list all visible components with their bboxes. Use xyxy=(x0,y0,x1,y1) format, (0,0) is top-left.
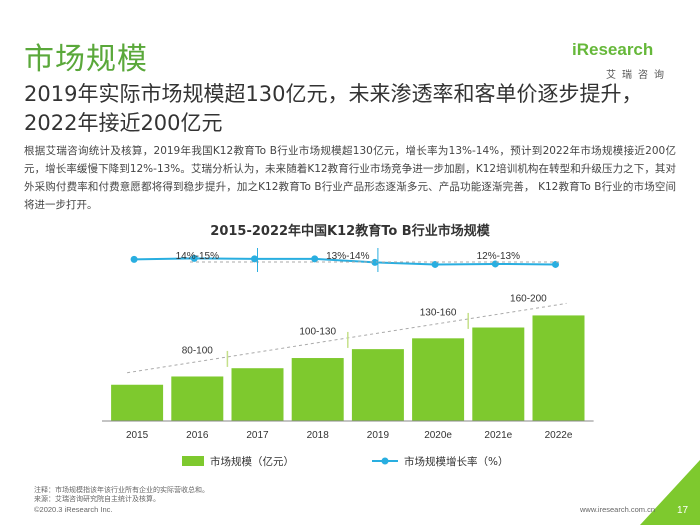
growth-rate-point-2016 xyxy=(190,254,198,262)
x-tick-label-2020e: 2020e xyxy=(424,430,452,441)
bar-range-label: 130-160 xyxy=(420,308,457,319)
legend-line-marker xyxy=(381,457,389,465)
bar-2016 xyxy=(171,376,224,421)
x-tick-label-2018: 2018 xyxy=(307,430,330,441)
bar-2020e xyxy=(412,338,465,421)
headline: 2019年实际市场规模超130亿元，未来渗透率和客单价逐步提升，2022年接近2… xyxy=(24,82,643,135)
x-tick-label-2022e: 2022e xyxy=(545,430,573,441)
website: www.iresearch.com.cn xyxy=(580,505,656,514)
source-text: 来源：艾瑞咨询研究院自主统计及核算。 xyxy=(34,495,160,503)
legend-bar-swatch xyxy=(182,456,204,466)
bar-2021e xyxy=(472,327,525,421)
summary-paragraph: 根据艾瑞咨询统计及核算，2019年我国K12教育To B行业市场规模超130亿元… xyxy=(24,145,676,211)
bar-2022e xyxy=(532,315,585,421)
legend-bar-label: 市场规模（亿元） xyxy=(210,455,294,468)
bar-2018 xyxy=(291,358,344,421)
corner-decoration xyxy=(640,460,700,525)
x-tick-label-2019: 2019 xyxy=(367,430,390,441)
growth-rate-point-2022e xyxy=(552,260,559,268)
x-tick-label-2017: 2017 xyxy=(246,430,269,441)
growth-rate-point-2019 xyxy=(371,258,379,266)
growth-rate-point-2020e xyxy=(431,260,439,268)
logo-chinese: 艾瑞咨询 xyxy=(606,70,670,81)
page-title: 市场规模 xyxy=(24,42,148,77)
rate-range-label: 13%-14% xyxy=(326,251,369,262)
growth-rate-point-2018 xyxy=(311,255,319,263)
x-tick-label-2021e: 2021e xyxy=(484,430,512,441)
page-number: 17 xyxy=(677,505,689,516)
bar-range-label: 80-100 xyxy=(182,346,214,357)
rate-range-label: 12%-13% xyxy=(477,251,520,262)
bar-2015 xyxy=(111,384,164,421)
logo-wordmark: iResearch xyxy=(572,40,654,59)
growth-rate-point-2017 xyxy=(251,255,258,263)
footnotes: 注释：市场规模指该年该行业所有企业的实际营收总和。 来源：艾瑞咨询研究院自主统计… xyxy=(34,486,209,504)
growth-rate-line xyxy=(134,257,556,266)
legend-line-label: 市场规模增长率（%） xyxy=(404,455,508,468)
note-text: 注释：市场规模指该年该行业所有企业的实际营收总和。 xyxy=(34,486,209,494)
growth-rate-point-2015 xyxy=(130,255,138,263)
bar-range-label: 100-130 xyxy=(299,327,336,338)
chart-title: 2015-2022年中国K12教育To B行业市场规模 xyxy=(210,224,490,239)
bar-trend-dashed-line xyxy=(127,302,567,374)
rate-range-label: 14%-15% xyxy=(176,251,219,262)
bar-2019 xyxy=(351,349,404,421)
bar-2017 xyxy=(231,368,284,421)
copyright: ©2020.3 iResearch Inc. xyxy=(34,505,113,514)
x-tick-label-2016: 2016 xyxy=(186,430,209,441)
x-tick-label-2015: 2015 xyxy=(126,430,149,441)
iresearch-logo: iResearch 艾瑞咨询 xyxy=(572,40,672,82)
bar-range-label: 160-200 xyxy=(510,293,547,304)
